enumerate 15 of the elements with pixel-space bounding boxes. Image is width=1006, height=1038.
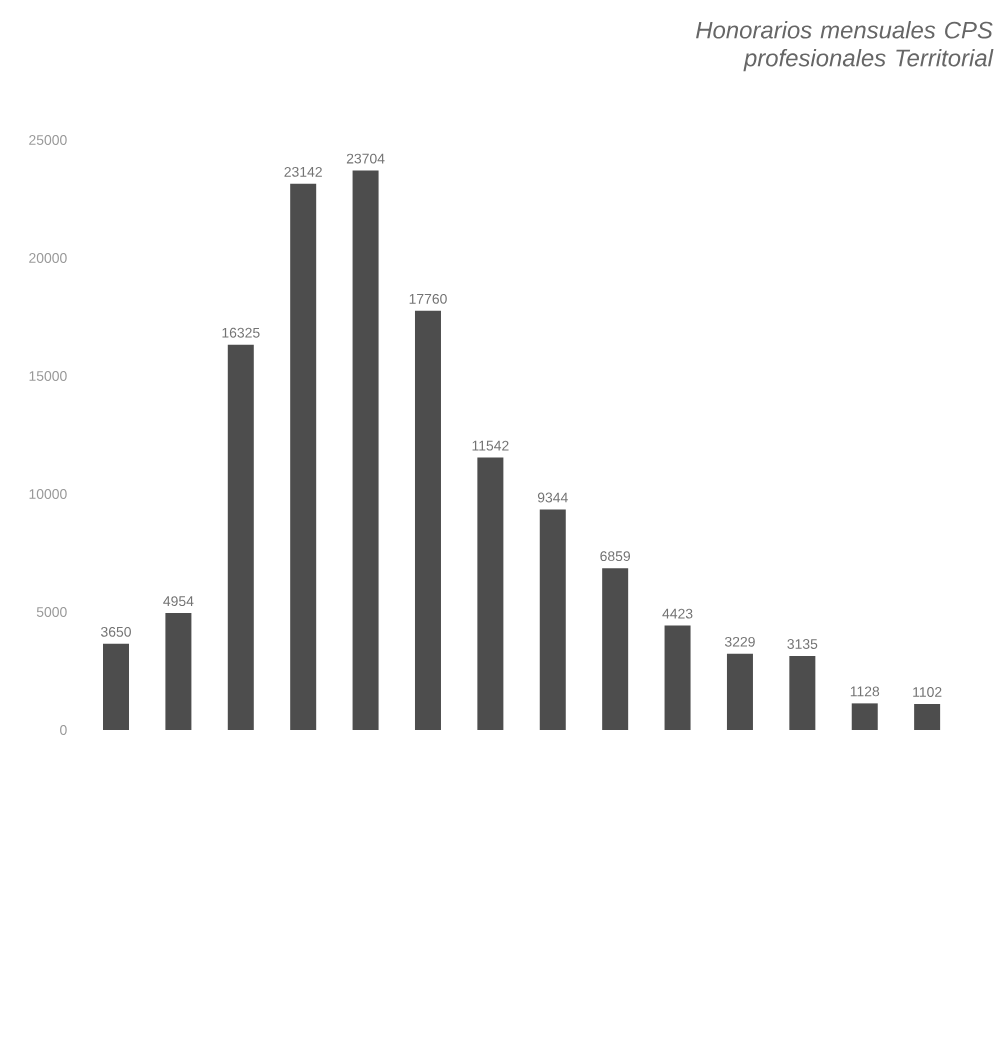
bar [539, 509, 566, 730]
chart-title: Honorarios mensuales CPS profesionales Territorial [696, 21, 994, 72]
bar [914, 703, 941, 730]
bar [290, 183, 317, 730]
bar [103, 643, 129, 730]
bar [664, 625, 691, 730]
bar [165, 613, 192, 730]
bar [851, 703, 878, 730]
bar [352, 170, 379, 730]
bar [602, 568, 629, 730]
bar [726, 653, 753, 730]
bar [227, 344, 254, 730]
bar [414, 310, 441, 730]
bar [789, 656, 816, 730]
bar [477, 457, 504, 730]
